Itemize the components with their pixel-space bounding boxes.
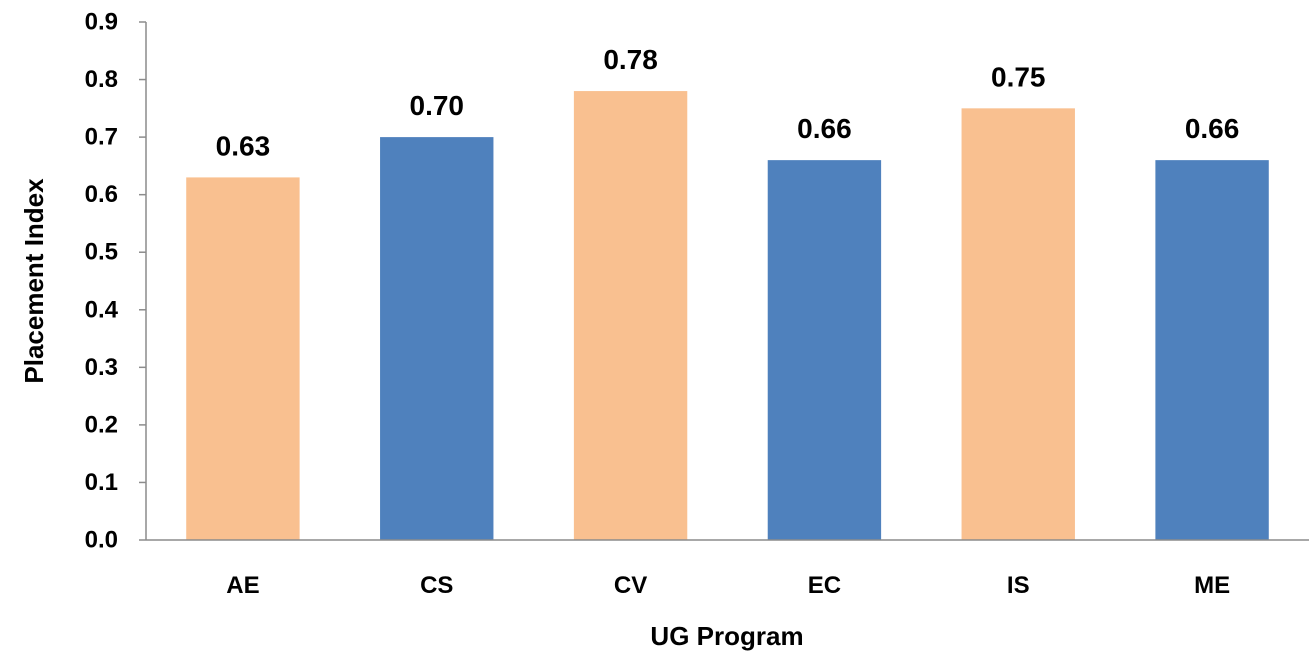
y-tick-label: 0.4 [85, 296, 119, 323]
x-tick-label-ae: AE [226, 572, 259, 599]
bar-is [961, 108, 1075, 540]
bars-layer [186, 91, 1269, 541]
y-tick-label: 0.1 [85, 469, 118, 496]
y-tick-labels: 0.0 0.1 0.2 0.3 0.4 0.5 0.6 0.7 0.8 0.9 [85, 9, 146, 554]
data-labels: 0.63 0.70 0.78 0.66 0.75 0.66 [216, 44, 1240, 161]
y-tick-label: 0.5 [85, 239, 118, 266]
x-tick-label-is: IS [1007, 572, 1030, 599]
data-label-is: 0.75 [991, 61, 1046, 92]
bar-ec [767, 160, 882, 540]
axes [145, 22, 1309, 541]
x-tick-label-ec: EC [808, 572, 841, 599]
data-label-ae: 0.63 [216, 130, 271, 161]
y-tick-label: 0.2 [85, 411, 118, 438]
y-tick-label: 0.9 [85, 9, 118, 36]
bar-cv [573, 91, 688, 541]
bar-me [1155, 160, 1269, 540]
data-label-cv: 0.78 [603, 44, 658, 75]
data-label-me: 0.66 [1185, 113, 1240, 144]
x-axis-title: UG Program [650, 621, 803, 651]
y-tick-label: 0.3 [85, 354, 118, 381]
y-tick-label: 0.7 [85, 124, 118, 151]
x-tick-labels: AE CS CV EC IS ME [226, 572, 1230, 599]
y-tick-label: 0.8 [85, 66, 118, 93]
bar-cs [380, 137, 494, 540]
bar-ae [186, 177, 300, 540]
x-tick-label-cv: CV [614, 572, 647, 599]
x-tick-label-cs: CS [420, 572, 453, 599]
data-label-ec: 0.66 [797, 113, 852, 144]
y-axis-title: Placement Index [19, 178, 49, 384]
data-label-cs: 0.70 [410, 90, 465, 121]
y-tick-label: 0.6 [85, 181, 118, 208]
y-tick-label: 0.0 [85, 527, 118, 554]
x-tick-label-me: ME [1194, 572, 1230, 599]
